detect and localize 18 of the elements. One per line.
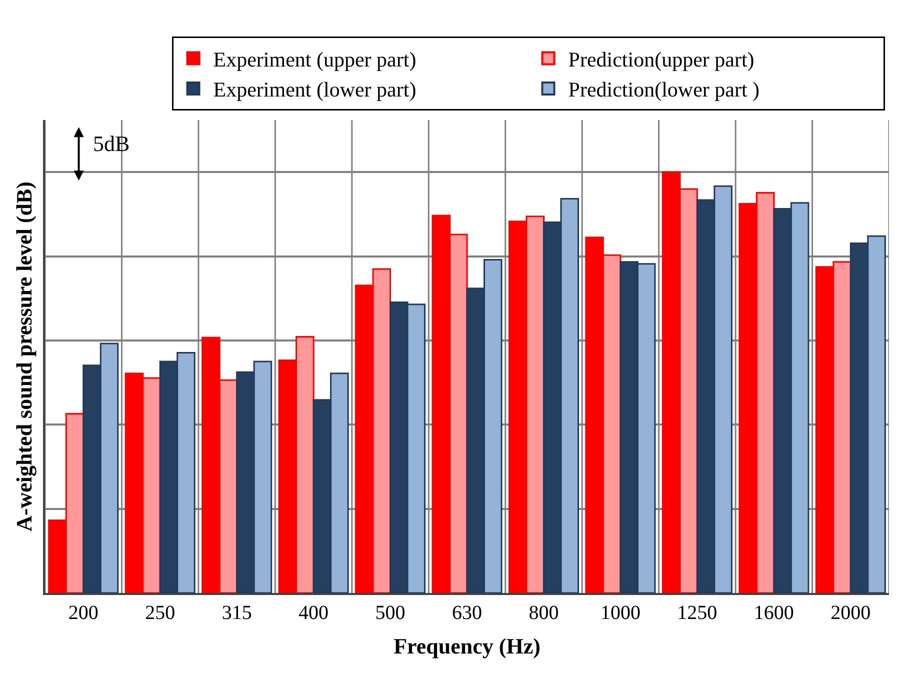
legend-label: Prediction(lower part ) [568, 78, 760, 102]
x-tick-label: 200 [68, 602, 98, 624]
x-tick-label: 250 [145, 602, 176, 624]
legend-label: Experiment (upper part) [213, 47, 416, 72]
x-axis-title: Frequency (Hz) [394, 633, 540, 658]
x-tick-label: 1000 [600, 602, 640, 624]
x-tick-label: 1600 [754, 602, 794, 624]
y-axis-title: A-weighted sound pressure level (dB) [11, 182, 36, 532]
legend-label: Prediction(upper part) [568, 47, 754, 72]
x-tick-label: 800 [528, 602, 559, 624]
x-tick-label: 315 [222, 602, 252, 624]
x-tick-label: 630 [452, 602, 482, 624]
x-tick-label: 400 [298, 602, 329, 624]
legend-label: Experiment (lower part) [213, 78, 416, 102]
x-tick-label: 1250 [677, 602, 718, 624]
x-tick-label: 2000 [830, 602, 871, 624]
text: 5dB [93, 131, 130, 156]
x-tick-label: 500 [375, 602, 406, 624]
